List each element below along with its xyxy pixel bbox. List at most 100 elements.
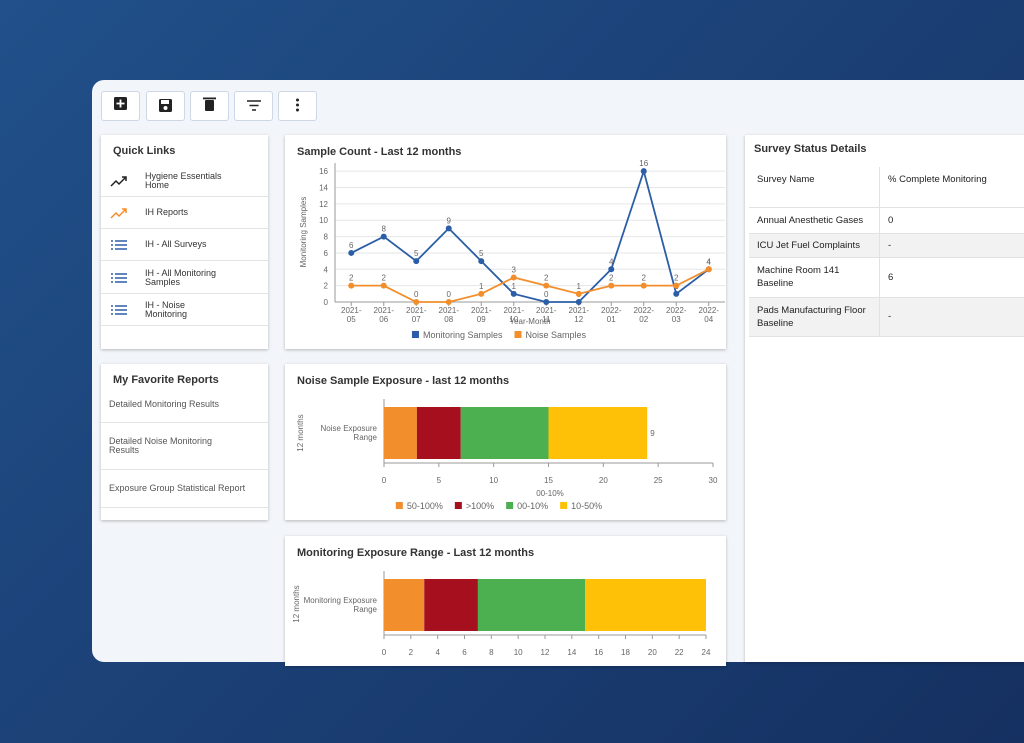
filter-icon [247, 100, 261, 111]
data-label: 1 [479, 282, 484, 291]
bar-segment [416, 407, 461, 459]
link-text[interactable]: IH - Noise Monitoring [145, 300, 188, 319]
data-label: 8 [382, 225, 387, 234]
point [478, 290, 485, 297]
x-tick-label: 2021-11 [536, 306, 557, 324]
cell: Pads Manufacturing Floor Baseline [749, 297, 880, 337]
cell: 0 [879, 207, 1024, 234]
x-tick-label: 2021-06 [374, 306, 395, 324]
report-text[interactable]: Detailed Noise Monitoring Results [109, 436, 213, 455]
y-tick-label: Monitoring Exposure Range [304, 596, 378, 614]
data-label: 2 [349, 274, 354, 283]
quick-links-card: Quick Links Hygiene Essentials Home IH R… [101, 135, 268, 349]
x-tick-label: 2021-05 [341, 306, 362, 324]
x-tick-label: 20 [599, 476, 608, 485]
link-icons [110, 176, 127, 315]
y-tick-label: 14 [319, 184, 328, 193]
x-tick-label: 10 [489, 476, 498, 485]
quick-link[interactable]: IH - Noise Monitoring [101, 294, 268, 326]
point [575, 299, 582, 305]
row: Machine Room 141 Baseline 6 [749, 257, 1024, 298]
point [640, 168, 647, 175]
x-tick-label: 12 [541, 648, 550, 657]
y-tick-label: 2 [324, 282, 329, 291]
toolbar-icons [114, 97, 299, 112]
quick-link[interactable]: Hygiene Essentials Home [101, 165, 268, 197]
legend-label: Monitoring Samples [423, 330, 503, 340]
x-tick-label: 2022-04 [699, 306, 720, 324]
cell: 6 [879, 257, 1024, 298]
favorites-card: My Favorite Reports Detailed Monitoring … [101, 364, 268, 520]
x-tick-label: 10 [514, 648, 523, 657]
header-cell: % Complete Monitoring [879, 167, 1024, 208]
x-tick-label: 20 [648, 648, 657, 657]
save-icon [163, 106, 168, 110]
x-tick-label: 14 [567, 648, 576, 657]
save-icon [161, 100, 169, 104]
quick-link[interactable]: IH Reports [101, 197, 268, 229]
header-cell: Survey Name [749, 167, 880, 208]
legend-swatch [454, 502, 462, 509]
data-label: 4 [609, 257, 614, 266]
favorite-report[interactable]: Detailed Monitoring Results [101, 395, 268, 423]
point [413, 258, 420, 265]
bar-segment [424, 579, 478, 631]
list-icon [111, 240, 127, 250]
y-axis-label: 12 months [296, 414, 305, 451]
report-text[interactable]: Detailed Monitoring Results [109, 399, 220, 409]
x-tick-label: 2021-09 [471, 306, 492, 324]
link-text[interactable]: IH - All Monitoring Samples [145, 268, 217, 287]
legend-label: 50-100% [407, 501, 443, 511]
more-icon [296, 103, 299, 107]
data-label: 2 [674, 274, 679, 283]
x-tick-label: 4 [435, 648, 440, 657]
x-tick-label: 2022-03 [666, 306, 687, 324]
bar-segment [460, 407, 549, 459]
cell: - [879, 233, 1024, 258]
legend-label: 00-10% [517, 501, 548, 511]
quick-link[interactable]: IH - All Monitoring Samples [101, 261, 268, 294]
data-label: 4 [707, 257, 712, 266]
legend-swatch [560, 502, 568, 509]
add-icon [116, 99, 125, 108]
favorite-report[interactable]: Detailed Noise Monitoring Results [101, 423, 268, 470]
y-tick-label: 12 [319, 200, 328, 209]
data-label: 9 [447, 216, 452, 225]
chart-card [285, 135, 726, 349]
line [351, 268, 710, 303]
list-icon [111, 305, 127, 315]
bar-segment [384, 579, 425, 631]
y-axis-label: 12 months [292, 585, 301, 622]
link-text[interactable]: IH - All Surveys [145, 239, 207, 249]
legend-swatch [514, 331, 522, 338]
report-text[interactable]: Exposure Group Statistical Report [109, 483, 246, 493]
y-tick-label: 6 [324, 249, 329, 258]
x-tick-label: 2022-02 [634, 306, 655, 324]
x-tick-label: 6 [462, 648, 467, 657]
x-tick-label: 2021-12 [569, 306, 590, 324]
data-label: 16 [639, 159, 648, 168]
y-tick-label: 4 [324, 265, 329, 274]
survey-status-card: Survey Status Details Survey Name% Compl… [745, 135, 1024, 662]
x-axis-label: Year-Month [509, 317, 550, 326]
more-icon [296, 98, 299, 102]
add-button[interactable] [101, 91, 140, 121]
bar-segment [477, 579, 586, 631]
data-label: 1 [512, 282, 517, 291]
x-tick-label: 25 [654, 476, 663, 485]
link-text[interactable]: IH Reports [145, 207, 189, 217]
bar-segment [384, 407, 417, 459]
delete-icon [205, 100, 214, 111]
y-tick-label: 8 [324, 233, 329, 242]
survey-table: Survey Name% Complete Monitoring Annual … [749, 167, 1024, 337]
data-label: 2 [609, 274, 614, 283]
link-text[interactable]: Hygiene Essentials Home [145, 171, 222, 190]
point [608, 266, 615, 273]
favorite-report[interactable]: Exposure Group Statistical Report [101, 470, 268, 508]
point [510, 290, 517, 297]
point [445, 299, 452, 305]
quick-link[interactable]: IH - All Surveys [101, 229, 268, 261]
x-tick-label: 24 [702, 648, 711, 657]
bar-segment [585, 579, 706, 631]
card-title: Survey Status Details [754, 143, 867, 155]
